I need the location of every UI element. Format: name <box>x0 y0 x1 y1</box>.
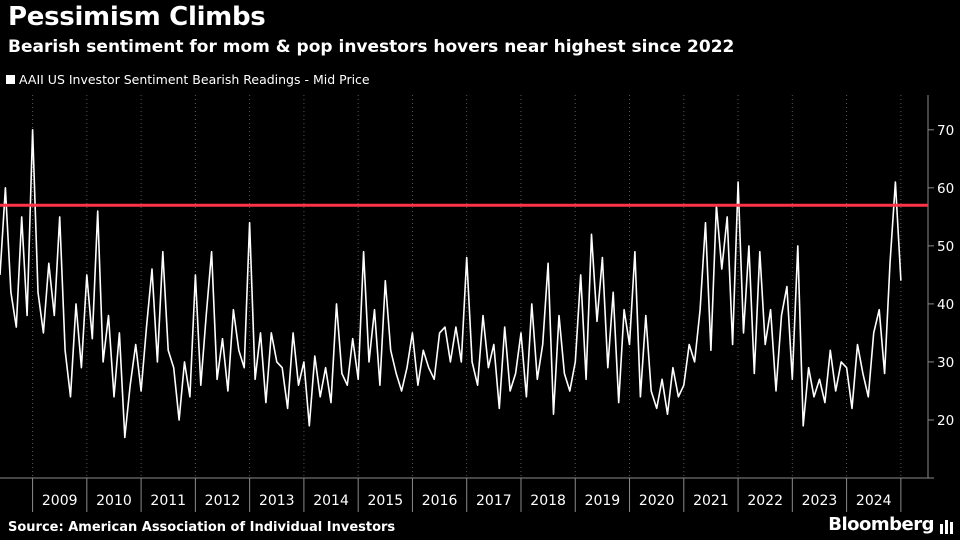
x-axis: 2009 2010 2011 2012 2013 2014 2015 2016 2017 2018… <box>0 477 928 512</box>
y-tick-label: 50 <box>937 239 954 255</box>
x-tick-label: 2014 <box>313 493 349 509</box>
grid-lines <box>32 95 902 478</box>
x-tick-label: 2010 <box>96 493 132 509</box>
y-tick-label: 40 <box>937 297 954 313</box>
chart-subtitle: Bearish sentiment for mom & pop investor… <box>8 37 735 57</box>
chart-legend: AAII US Investor Sentiment Bearish Readi… <box>6 72 370 87</box>
x-tick-label: 2016 <box>422 493 458 509</box>
legend-label: AAII US Investor Sentiment Bearish Readi… <box>19 72 370 87</box>
brand-logo: Bloomberg <box>828 514 934 535</box>
source-note: Source: American Association of Individu… <box>8 520 396 535</box>
x-tick-label: 2012 <box>205 493 241 509</box>
x-tick-label: 2021 <box>693 493 729 509</box>
series-line-bearish-readings <box>0 129 902 439</box>
x-tick-label: 2013 <box>259 493 295 509</box>
y-axis: 20 30 40 50 60 70 <box>927 95 954 479</box>
x-tick-label: 2022 <box>747 493 783 509</box>
x-tick-label: 2011 <box>150 493 186 509</box>
y-tick-label: 20 <box>937 413 954 429</box>
y-tick-label: 70 <box>937 123 954 139</box>
x-tick-label: 2017 <box>476 493 512 509</box>
x-tick-label: 2018 <box>530 493 566 509</box>
y-tick-label: 60 <box>937 181 954 197</box>
x-tick-label: 2020 <box>639 493 675 509</box>
x-tick-label: 2023 <box>802 493 838 509</box>
x-tick-label: 2024 <box>856 493 892 509</box>
legend-swatch <box>6 75 15 84</box>
x-tick-label: 2019 <box>585 493 621 509</box>
y-tick-label: 30 <box>937 355 954 371</box>
chart-title: Pessimism Climbs <box>8 2 266 32</box>
x-tick-label: 2015 <box>367 493 403 509</box>
bloomberg-mark-icon <box>940 520 953 534</box>
series-layer <box>0 129 902 439</box>
x-tick-label: 2009 <box>42 493 78 509</box>
